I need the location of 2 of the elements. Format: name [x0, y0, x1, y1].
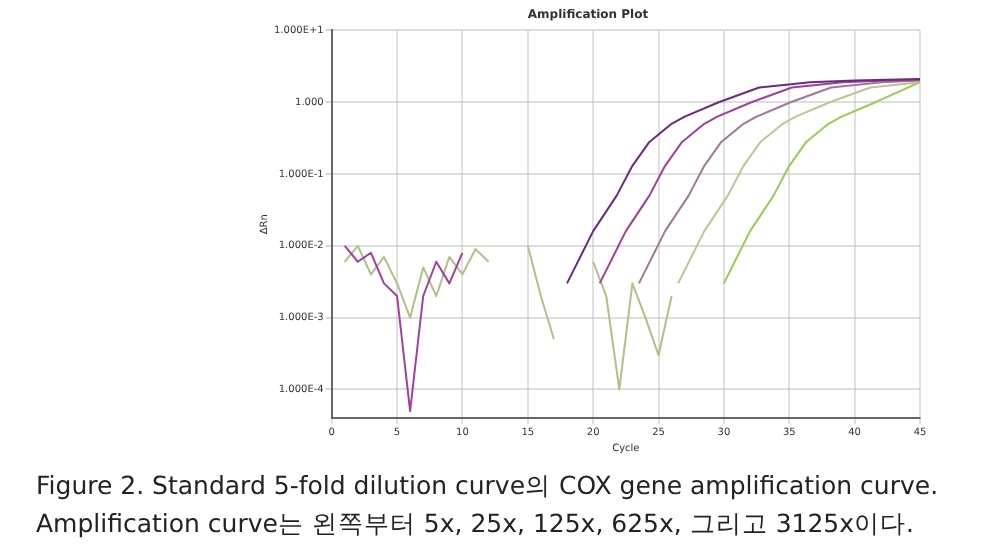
caption: Figure 2. Standard 5-fold dilution curve의 COX gene amplification curve.: [36, 468, 941, 504]
text: Amplification curve는 왼쪽부터 5x, 25x, 125x, 625x, 그리고 3125x이다.: [36, 506, 917, 542]
